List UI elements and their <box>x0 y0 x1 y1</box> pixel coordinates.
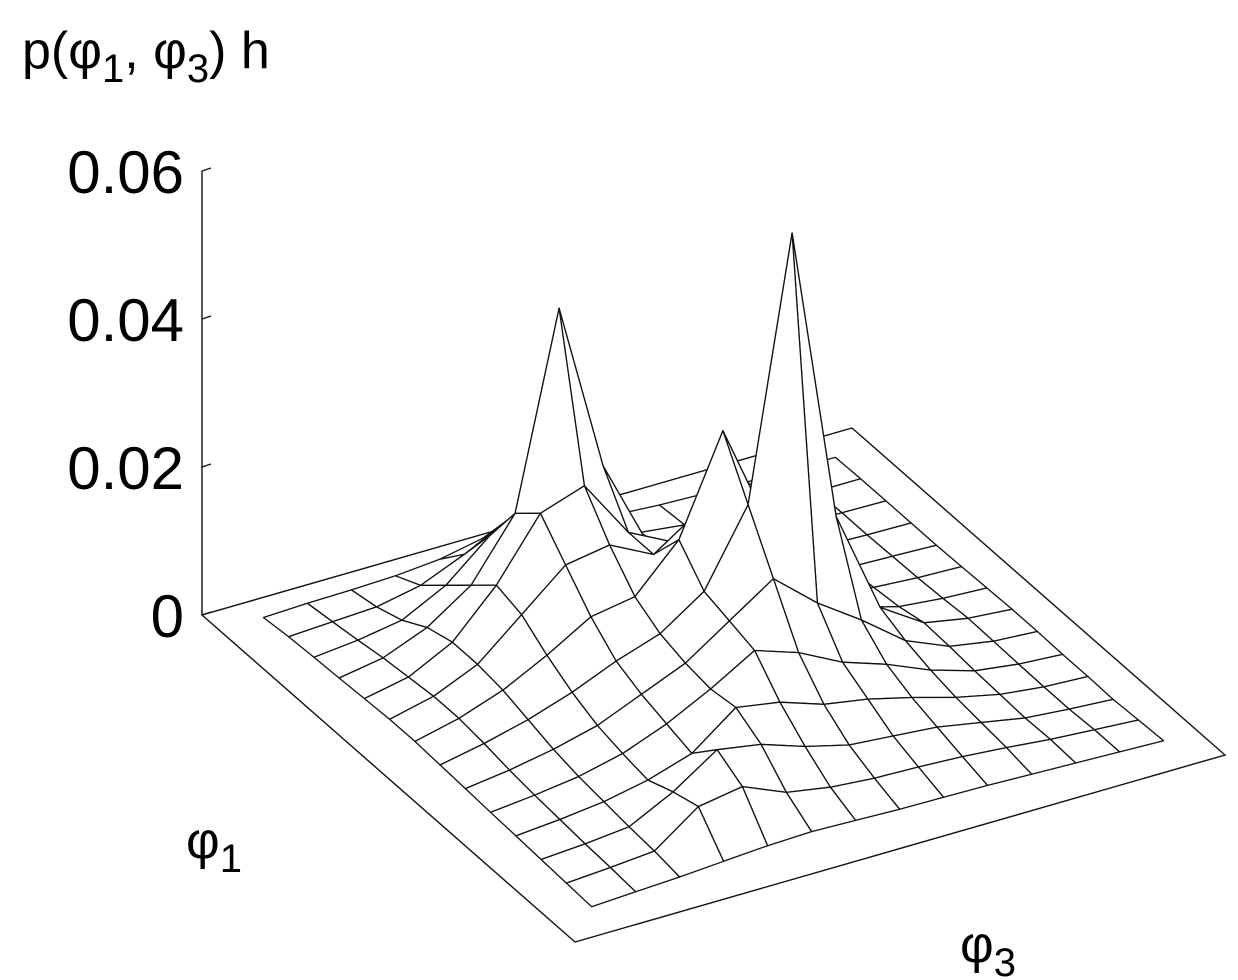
surface-cell <box>514 307 586 515</box>
z-tick-label: 0 <box>151 583 184 650</box>
surface-mesh <box>262 232 1165 908</box>
z-axis-title: p(φ1, φ3) h <box>22 22 270 91</box>
z-tick-label: 0.06 <box>67 139 184 206</box>
phi3-axis-title: φ3 <box>960 916 1016 980</box>
z-tick-mark <box>201 611 212 616</box>
z-tick-mark <box>201 167 212 172</box>
surface-cell <box>565 866 637 908</box>
phi1-axis-title: φ1 <box>186 812 242 881</box>
z-ticks: 0 0.02 0.04 0.06 <box>67 139 212 650</box>
floor-frame <box>200 427 1227 943</box>
floor-outline <box>200 427 1227 943</box>
z-tick-mark <box>201 463 212 468</box>
z-tick-label: 0.04 <box>67 287 184 354</box>
z-tick-mark <box>201 315 212 320</box>
z-tick-label: 0.02 <box>67 435 184 502</box>
